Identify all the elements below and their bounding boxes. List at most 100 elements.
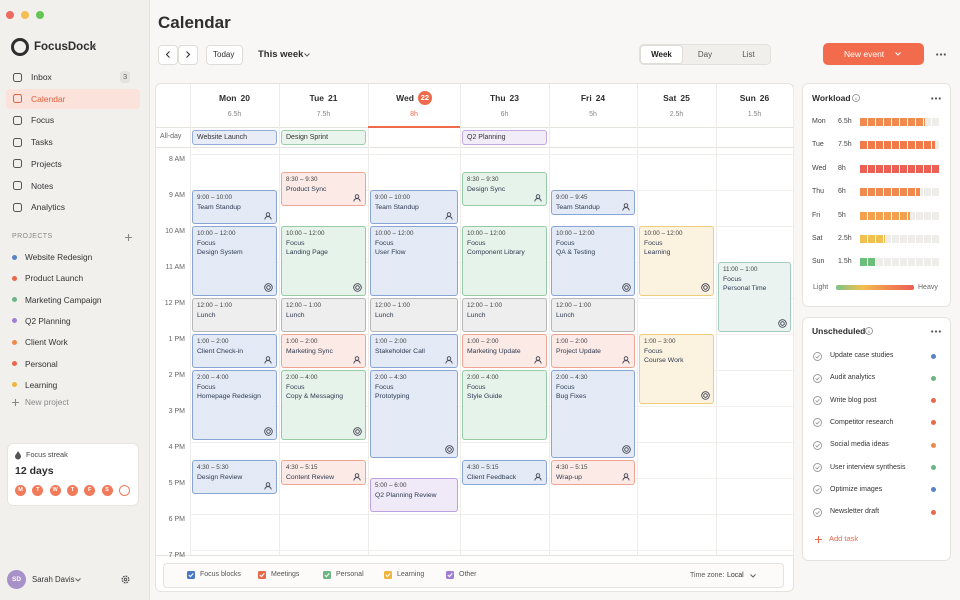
event-block[interactable]: 10:00 – 12:00 Focus QA & Testing	[551, 226, 635, 296]
info-icon	[852, 94, 860, 102]
event-block[interactable]: 1:00 – 2:00 Stakeholder Call	[370, 334, 458, 368]
task-label[interactable]: Update case studies	[830, 352, 894, 359]
event-time: 1:00 – 2:00	[197, 338, 229, 345]
event-block[interactable]: 10:00 – 12:00 Focus Landing Page	[281, 226, 366, 296]
event-time: 2:00 – 4:00	[197, 374, 229, 381]
event-block[interactable]: 1:00 – 2:00 Client Check-in	[192, 334, 277, 368]
event-block[interactable]: 11:00 – 1:00 Focus Personal Time	[718, 262, 791, 332]
event-block[interactable]: 1:00 – 2:00 Project Update	[551, 334, 635, 368]
event-block[interactable]: 12:00 – 1:00 Lunch	[462, 298, 547, 332]
event-block[interactable]: 8:30 – 9:30 Design Sync	[462, 172, 547, 206]
event-block[interactable]: 2:00 – 4:00 Focus Homepage Redesign	[192, 370, 277, 440]
today-button[interactable]	[206, 45, 243, 65]
allday-event[interactable]: Design Sprint	[281, 130, 366, 145]
nav-icon-part	[13, 181, 22, 190]
person-icon	[353, 473, 361, 481]
event-block[interactable]: 10:00 – 12:00 Focus Design System	[192, 226, 277, 296]
event-block[interactable]: 9:00 – 9:45 Team Standup	[551, 190, 635, 215]
project-item[interactable]: Product Launch	[25, 273, 84, 284]
event-block[interactable]: 2:00 – 4:00 Focus Style Guide	[462, 370, 547, 440]
day-date: 20	[240, 93, 250, 103]
project-item[interactable]: Learning	[25, 379, 58, 390]
range-label[interactable]: This week	[258, 49, 304, 60]
event-block[interactable]: 1:00 – 3:00 Focus Course Work	[639, 334, 714, 404]
new-event-button[interactable]	[823, 43, 924, 65]
event-block[interactable]: 4:30 – 5:15 Wrap-up	[551, 460, 635, 485]
task-label[interactable]: Newsletter draft	[830, 508, 880, 516]
view-option[interactable]: Day	[697, 50, 713, 59]
task-label[interactable]: User interview synthesis	[830, 463, 906, 471]
focus-icon-part	[703, 285, 708, 290]
event-block[interactable]: 1:00 – 2:00 Marketing Update	[462, 334, 547, 368]
nav-item[interactable]: Projects	[31, 158, 62, 169]
nav-item[interactable]: Focus	[31, 115, 55, 126]
task-label[interactable]: Optimize images	[830, 485, 883, 493]
workload-day: Wed	[812, 164, 827, 172]
task-label[interactable]: Social media ideas	[830, 441, 889, 449]
project-item[interactable]: Personal	[25, 358, 58, 369]
event-block[interactable]: 5:00 – 6:00 Q2 Planning Review	[370, 478, 458, 512]
event-block[interactable]: 9:00 – 10:00 Team Standup	[370, 190, 458, 224]
event-block[interactable]: 1:00 – 2:00 Marketing Sync	[281, 334, 366, 368]
event-block[interactable]: 4:30 – 5:30 Design Review	[192, 460, 277, 494]
legend-label[interactable]: Learning	[397, 571, 425, 578]
legend-label[interactable]: Meetings	[271, 571, 300, 578]
person-icon	[622, 203, 630, 211]
allday-event[interactable]: Q2 Planning	[462, 130, 547, 145]
plus-icon-part	[815, 536, 822, 543]
event-block[interactable]: 12:00 – 1:00 Lunch	[370, 298, 458, 332]
prev-button[interactable]	[158, 45, 178, 65]
timezone-value[interactable]: Local	[727, 572, 744, 579]
event-block[interactable]: 10:00 – 12:00 Focus Learning	[639, 226, 714, 296]
event-block[interactable]: 8:30 – 9:30 Product Sync	[281, 172, 366, 206]
view-option[interactable]: List	[742, 50, 755, 59]
workload-value: 2.5h	[838, 235, 852, 242]
window-zoom[interactable]	[36, 11, 44, 19]
window-close[interactable]	[6, 11, 14, 19]
legend-label[interactable]: Other	[459, 571, 477, 578]
event-block[interactable]: 12:00 – 1:00 Lunch	[192, 298, 277, 332]
event-block[interactable]: 10:00 – 12:00 Focus User Flow	[370, 226, 458, 296]
window-minimize[interactable]	[21, 11, 29, 19]
project-item[interactable]: Marketing Campaign	[25, 294, 102, 305]
next-button[interactable]	[178, 45, 198, 65]
nav-item[interactable]: Notes	[31, 180, 54, 191]
task-label[interactable]: Write blog post	[830, 396, 877, 404]
nav-icon	[13, 115, 22, 125]
event-block[interactable]: 2:00 – 4:00 Focus Copy & Messaging	[281, 370, 366, 440]
event-block[interactable]: 4:30 – 5:15 Client Feedback	[462, 460, 547, 485]
allday-title: Website Launch	[197, 134, 248, 141]
event-block[interactable]: 4:30 – 5:15 Content Review	[281, 460, 366, 485]
legend-label[interactable]: Focus blocks	[200, 571, 241, 578]
day-date: 21	[328, 93, 338, 103]
event-block[interactable]: 9:00 – 10:00 Team Standup	[192, 190, 277, 224]
event-block[interactable]: 12:00 – 1:00 Lunch	[281, 298, 366, 332]
event-time: 10:00 – 12:00	[286, 230, 325, 237]
add-task[interactable]: Add task	[829, 534, 859, 543]
legend-label[interactable]: Personal	[336, 571, 364, 578]
nav-item[interactable]: Analytics	[31, 202, 66, 213]
event-block[interactable]: 2:00 – 4:30 Focus Prototyping	[370, 370, 458, 458]
new-project[interactable]: New project	[25, 397, 69, 407]
day-date: 24	[595, 93, 606, 103]
event-time: 4:30 – 5:15	[286, 464, 318, 471]
event-block[interactable]: 10:00 – 12:00 Focus Component Library	[462, 226, 547, 296]
task-label[interactable]: Competitor research	[830, 418, 894, 426]
nav-item[interactable]: Tasks	[31, 137, 53, 148]
project-item[interactable]: Q2 Planning	[25, 315, 71, 326]
project-item[interactable]: Website Redesign	[25, 252, 93, 262]
event-block[interactable]: 2:00 – 4:30 Focus Bug Fixes	[551, 370, 635, 458]
task-label[interactable]: Audit analytics	[830, 374, 876, 382]
view-option[interactable]: Week	[651, 50, 672, 59]
user-name[interactable]: Sarah Davis	[32, 575, 75, 584]
person-icon-part	[354, 194, 360, 199]
allday-event[interactable]: Website Launch	[192, 130, 277, 145]
event-subtitle: Learning	[644, 249, 671, 256]
event-block[interactable]: 12:00 – 1:00 Lunch	[551, 298, 635, 332]
page-title: Calendar	[158, 13, 231, 32]
project-item[interactable]: Client Work	[25, 337, 68, 348]
event-time: 12:00 – 1:00	[556, 302, 592, 309]
nav-item[interactable]: Calendar	[31, 93, 66, 104]
more-menu-part	[931, 97, 934, 100]
nav-item[interactable]: Inbox	[31, 72, 52, 82]
